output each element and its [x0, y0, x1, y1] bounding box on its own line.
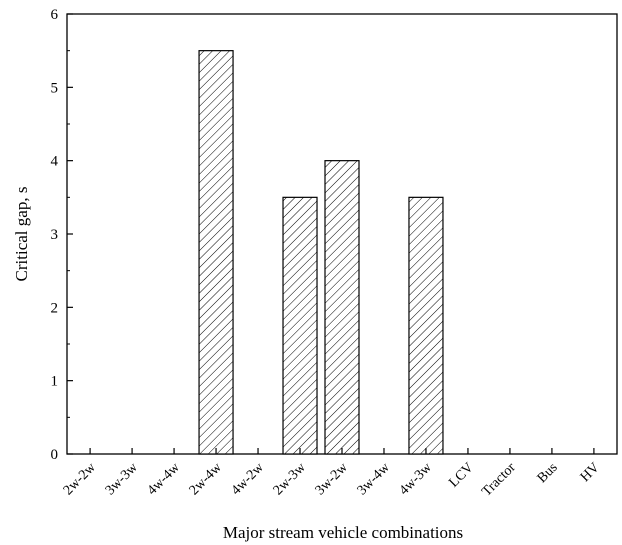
x-tick-label: 2w-2w	[61, 460, 100, 499]
bar-2w-4w	[198, 50, 234, 455]
x-tick-label: 3w-3w	[103, 460, 142, 499]
x-tick-label: LCV	[446, 460, 476, 490]
y-tick-label: 2	[51, 300, 59, 316]
x-tick-label: 4w-2w	[229, 460, 268, 499]
x-tick-label: 4w-3w	[397, 460, 436, 499]
y-tick-label: 0	[51, 447, 59, 463]
y-tick-label: 3	[51, 227, 59, 243]
y-axis: 0 1 2 3 4 5 6	[51, 7, 73, 463]
bars-group	[198, 50, 444, 455]
x-tick-label: Tractor	[479, 460, 519, 500]
x-tick-label: Bus	[535, 460, 561, 486]
bar-3w-2w	[324, 160, 360, 455]
y-tick-label: 1	[51, 374, 59, 390]
x-tick-label: HV	[578, 460, 603, 485]
x-tick-label: 3w-4w	[355, 460, 394, 499]
bar-2w-3w	[282, 196, 318, 455]
x-tick-label: 4w-4w	[145, 460, 184, 499]
y-tick-label: 4	[51, 154, 59, 170]
y-tick-label: 6	[51, 7, 59, 23]
x-tick-label: 2w-3w	[271, 460, 310, 499]
x-axis-label: Major stream vehicle combinations	[223, 523, 463, 542]
y-tick-label: 5	[51, 80, 59, 96]
y-axis-label: Critical gap, s	[12, 187, 31, 282]
x-tick-label: 2w-4w	[187, 460, 226, 499]
x-axis: 2w-2w 3w-3w 4w-4w 2w-4w 4w-2w 2w-3w 3w-2w 3w-4w…	[61, 448, 603, 500]
x-tick-label: 3w-2w	[313, 460, 352, 499]
bar-4w-3w	[408, 196, 444, 455]
